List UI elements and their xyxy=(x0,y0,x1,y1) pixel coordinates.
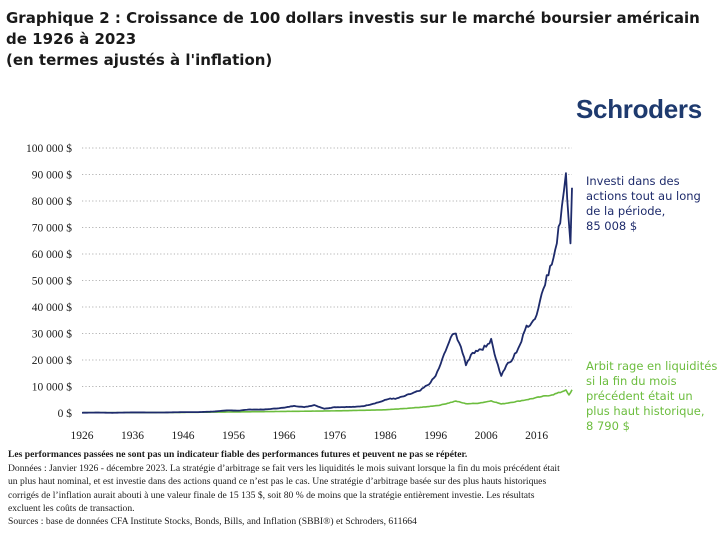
y-tick-label: 10 000 $ xyxy=(32,381,73,394)
x-tick-label: 1986 xyxy=(374,430,397,442)
x-tick-label: 1966 xyxy=(273,430,296,442)
chart-title-line-1: Graphique 2 : Croissance de 100 dollars … xyxy=(6,9,700,48)
y-tick-label: 90 000 $ xyxy=(32,169,73,182)
y-tick-label: 20 000 $ xyxy=(32,354,73,367)
y-tick-label: 50 000 $ xyxy=(32,275,73,288)
series-line-cash-switching xyxy=(81,389,573,414)
sources-note: Sources : base de données CFA Institute … xyxy=(8,516,417,528)
x-axis-ticks: 1926 1936 1946 1956 1966 1976 1986 1996 2006 2016 xyxy=(71,430,549,442)
end-label-line: précédent était un xyxy=(586,389,693,403)
chart-title: Graphique 2 : Croissance de 100 dollars … xyxy=(6,8,714,71)
y-tick-label: 70 000 $ xyxy=(32,222,73,235)
chart-title-line-2: (en termes ajustés à l'inflation) xyxy=(6,51,273,69)
data-note-line-4: excluent les coûts de transaction. xyxy=(8,502,135,514)
x-tick-label: 1926 xyxy=(71,430,94,442)
end-label-line: 8 790 $ xyxy=(586,419,630,433)
performance-disclaimer: Les performances passées ne sont pas un … xyxy=(8,449,468,460)
end-label-line: si la fin du mois xyxy=(586,374,677,388)
y-tick-label: 30 000 $ xyxy=(32,328,73,341)
data-note-line-3: corrigés de l’inflation aurait abouti à … xyxy=(8,489,535,501)
end-label-line: plus haut historique, xyxy=(586,404,704,418)
y-tick-label: 100 000 $ xyxy=(26,142,72,155)
y-axis-ticks: 0 $ 10 000 $ 20 000 $ 30 000 $ 40 000 $ 50 00… xyxy=(26,142,72,420)
chart-notes: Les performances passées ne sont pas un … xyxy=(8,448,712,528)
end-label-line: actions tout au long xyxy=(586,189,701,203)
y-tick-label: 0 $ xyxy=(58,407,73,420)
schroders-logo: Schroders xyxy=(576,94,702,124)
series-lines xyxy=(81,172,573,414)
x-tick-label: 1976 xyxy=(323,430,346,442)
x-tick-label: 2016 xyxy=(525,430,548,442)
x-tick-label: 1956 xyxy=(222,430,245,442)
data-note-line-1: Données : Janvier 1926 - décembre 2023. … xyxy=(8,463,560,475)
y-tick-label: 80 000 $ xyxy=(32,195,73,208)
x-tick-label: 2006 xyxy=(475,430,498,442)
x-tick-label: 1996 xyxy=(424,430,447,442)
series-line-equities xyxy=(81,172,573,414)
end-label-line: de la période, xyxy=(586,204,665,218)
data-note-line-2: un plus haut nominal, et est investie da… xyxy=(8,476,547,488)
y-tick-label: 60 000 $ xyxy=(32,248,73,261)
x-tick-label: 1936 xyxy=(121,430,144,442)
grid-lines xyxy=(82,147,572,387)
end-label-line: Arbit rage en liquidités xyxy=(586,359,717,373)
y-tick-label: 40 000 $ xyxy=(32,301,73,314)
end-label-line: Investi dans des xyxy=(586,174,680,188)
x-tick-label: 1946 xyxy=(172,430,195,442)
line-chart: 0 $ 10 000 $ 20 000 $ 30 000 $ 40 000 $ 50 00… xyxy=(26,142,717,442)
end-label-line: 85 008 $ xyxy=(586,219,637,233)
